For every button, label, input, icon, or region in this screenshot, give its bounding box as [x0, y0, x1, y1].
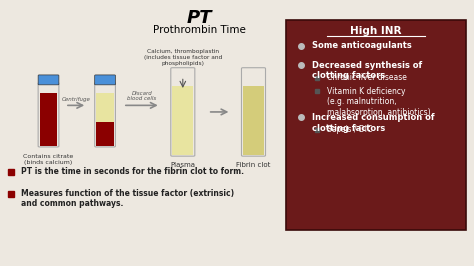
Bar	[243, 86, 264, 155]
Text: Vitamin K deficiency
(e.g. malnutrition,
malabsorption, antibiotics): Vitamin K deficiency (e.g. malnutrition,…	[327, 87, 430, 117]
Text: Centrifuge: Centrifuge	[62, 97, 90, 102]
Text: Discard
blood cells: Discard blood cells	[127, 91, 156, 101]
Text: Chronic liver disease: Chronic liver disease	[327, 73, 406, 82]
Text: Decreased synthesis of
clotting factors: Decreased synthesis of clotting factors	[312, 61, 423, 80]
FancyBboxPatch shape	[286, 20, 465, 230]
Text: PT is the time in seconds for the fibrin clot to form.: PT is the time in seconds for the fibrin…	[21, 168, 244, 176]
Text: Increased consumption of
clotting factors: Increased consumption of clotting factor…	[312, 113, 435, 133]
Bar	[39, 93, 57, 146]
FancyBboxPatch shape	[38, 75, 59, 85]
Bar	[96, 93, 114, 122]
Text: Plasma: Plasma	[170, 163, 195, 168]
Text: Contains citrate
(binds calcium): Contains citrate (binds calcium)	[23, 154, 73, 165]
Text: Some anticoagulants: Some anticoagulants	[312, 41, 412, 50]
Text: Fibrin clot: Fibrin clot	[237, 163, 271, 168]
Text: High INR: High INR	[350, 26, 402, 36]
Text: PT: PT	[187, 9, 212, 27]
Text: Calcium, thromboplastin
(includes tissue factor and
phospholipids): Calcium, thromboplastin (includes tissue…	[144, 49, 222, 66]
FancyBboxPatch shape	[95, 75, 116, 85]
Text: Sepsis / DIC: Sepsis / DIC	[327, 125, 372, 134]
Bar	[96, 122, 114, 146]
Text: Measures function of the tissue factor (extrinsic)
and common pathways.: Measures function of the tissue factor (…	[21, 189, 234, 208]
Text: Prothrombin Time: Prothrombin Time	[153, 25, 246, 35]
Bar	[172, 86, 193, 155]
